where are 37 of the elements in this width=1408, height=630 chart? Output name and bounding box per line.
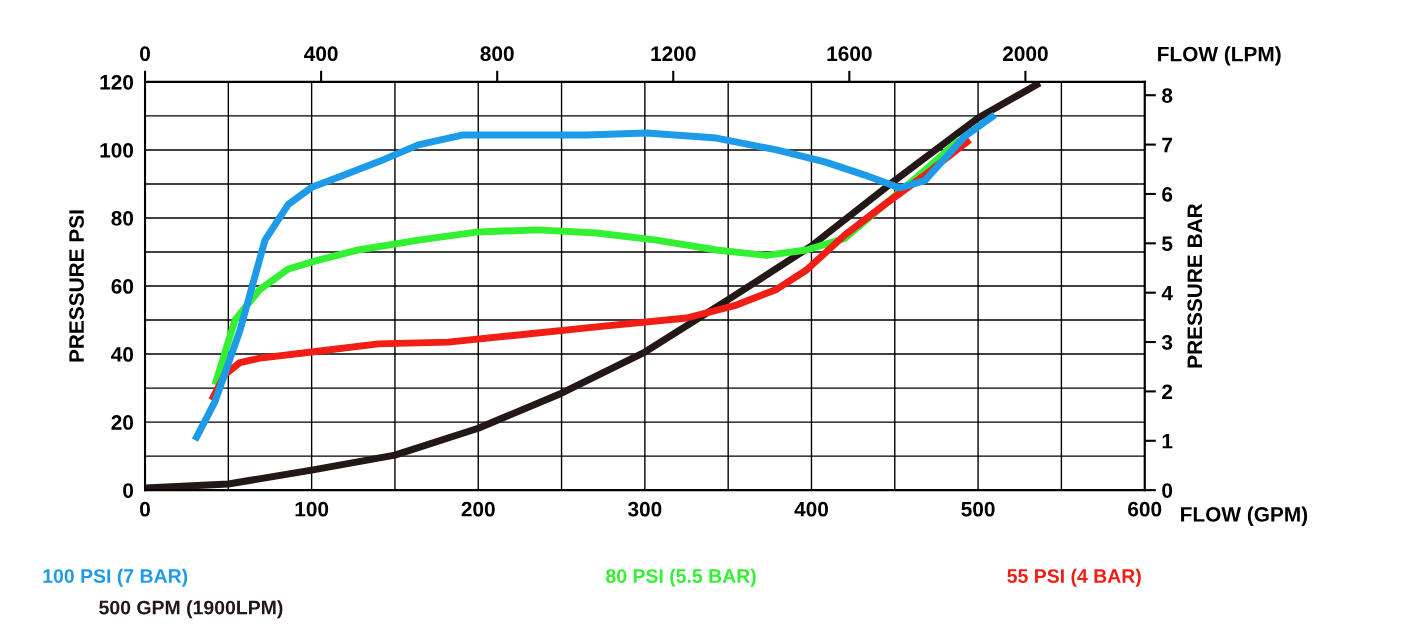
x-tick-label: 200 [461,501,495,517]
x2-tick-label: 2000 [1002,46,1048,62]
y2-tick-label: 5 [1162,236,1173,252]
x-tick-label: 500 [961,501,995,517]
y-tick-label: 40 [111,347,134,362]
x-tick-label: 0 [140,501,150,517]
x-axis-title: FLOW (GPM) [1181,506,1308,526]
y2-tick-label: 3 [1161,335,1173,350]
x2-tick-label: 800 [480,46,514,62]
x2-tick-label: 1600 [827,46,872,62]
y2-tick-label: 2 [1162,384,1173,399]
y-tick-label: 80 [111,210,134,226]
x-tick-label: 600 [1128,501,1162,517]
y-tick-label: 0 [123,483,134,498]
text: 80 PSI (5.5 BAR) [606,568,756,587]
y-tick-label: 100 [100,142,134,158]
x-tick-label: 100 [295,501,329,517]
text: 100 PSI (7 BAR) [43,568,188,587]
text: 55 PSI (4 BAR) [1007,568,1141,587]
y2-tick-label: 4 [1161,285,1173,301]
y2-axis-title: PRESSURE BAR [1187,203,1203,368]
y2-tick-label: 7 [1162,137,1173,153]
text: 500 GPM (1900LPM) [99,600,283,619]
y-tick-label: 20 [111,415,134,430]
y-tick-label: 120 [100,74,134,90]
x-tick-label: 300 [627,501,662,517]
x-tick-label: 400 [794,501,828,517]
y2-tick-label: 1 [1162,433,1173,449]
x2-axis-title: FLOW (LPM) [1158,46,1281,66]
y-axis-title: PRESSURE PSI [69,210,84,362]
y2-tick-label: 8 [1162,88,1173,103]
x2-tick-label: 0 [140,46,150,62]
x2-tick-label: 1200 [651,46,696,62]
y2-tick-label: 6 [1162,186,1173,202]
y-tick-label: 60 [111,279,134,294]
y2-tick-label: 0 [1162,483,1173,498]
x2-tick-label: 400 [304,46,338,62]
